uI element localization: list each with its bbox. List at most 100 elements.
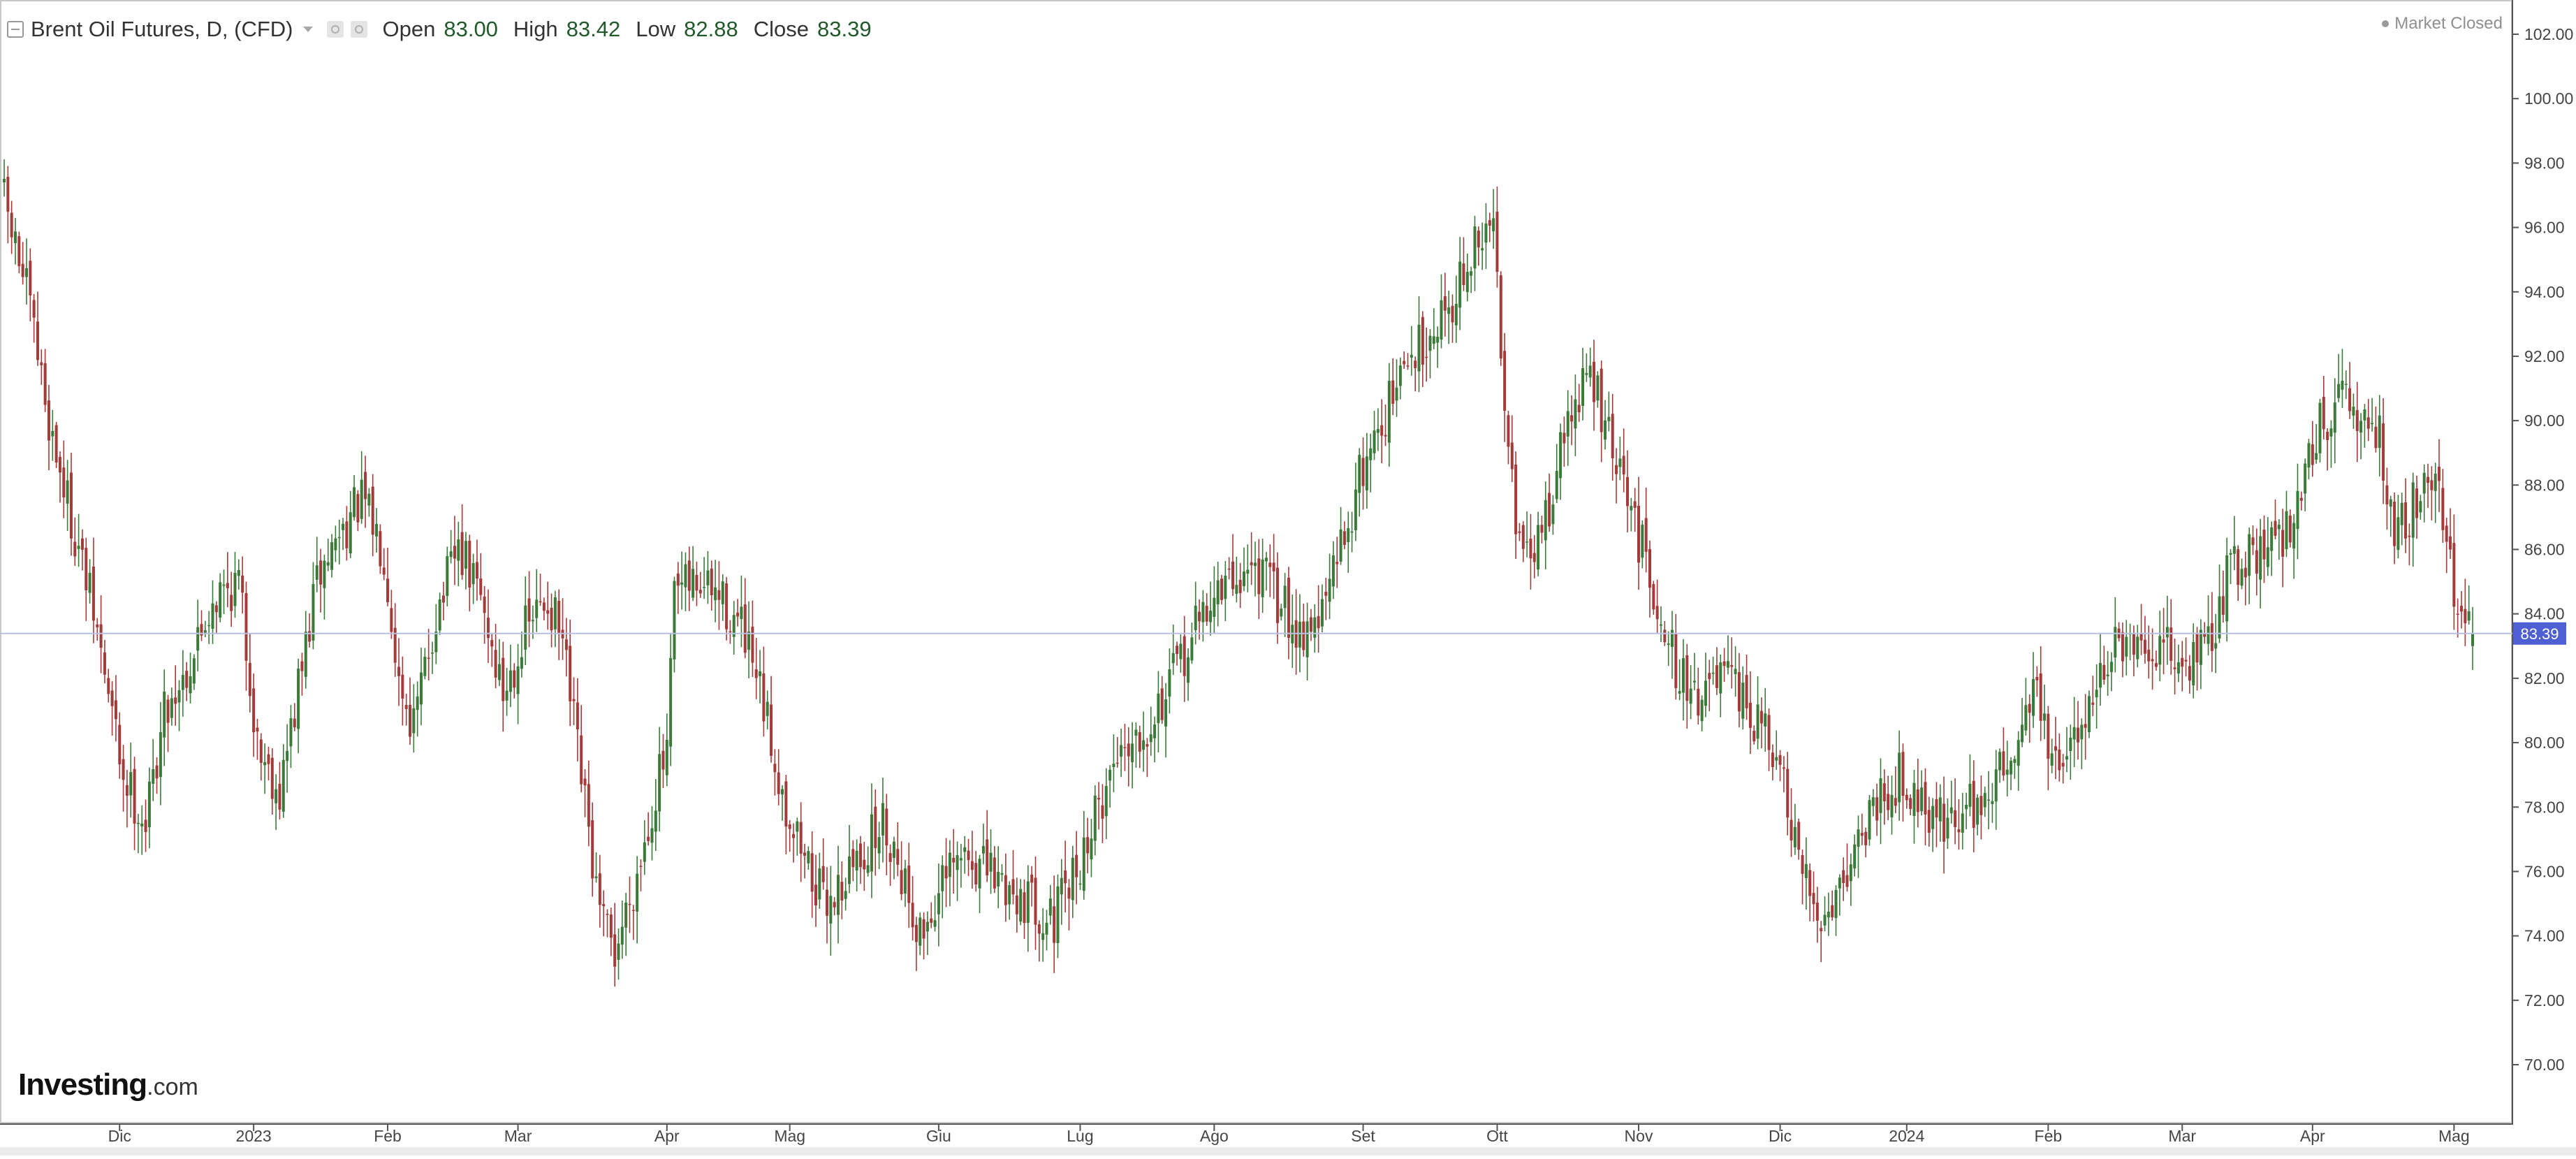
candle-body bbox=[967, 850, 970, 861]
candle-body bbox=[2184, 659, 2188, 662]
candle-body bbox=[2400, 502, 2403, 525]
candle-body bbox=[2240, 569, 2244, 586]
candle-body bbox=[1149, 734, 1152, 743]
visibility-icon[interactable] bbox=[326, 21, 344, 38]
candle-body bbox=[122, 759, 125, 780]
candle-body bbox=[941, 865, 944, 891]
candle-body bbox=[2095, 690, 2098, 698]
candle-body bbox=[1331, 555, 1335, 587]
candle-body bbox=[275, 789, 278, 803]
candle-body bbox=[539, 601, 542, 603]
candle-body bbox=[680, 582, 684, 585]
candle-body bbox=[1123, 747, 1127, 748]
candle-body bbox=[1674, 633, 1678, 688]
candle-body bbox=[732, 615, 736, 637]
time-tick-label: Set bbox=[1351, 1127, 1375, 1145]
candle-body bbox=[691, 569, 695, 598]
candle-body bbox=[475, 562, 478, 579]
candle-body bbox=[43, 363, 47, 405]
candle-body bbox=[2087, 696, 2091, 733]
candle-body bbox=[1887, 794, 1890, 810]
candle-body bbox=[1358, 455, 1361, 493]
candle-body bbox=[2333, 402, 2336, 433]
market-status: Market Closed bbox=[2382, 14, 2503, 34]
candle-body bbox=[1633, 501, 1637, 508]
chevron-down-icon[interactable] bbox=[302, 27, 313, 32]
candle-body bbox=[1931, 806, 1935, 829]
candle-body bbox=[866, 865, 870, 873]
candle-body bbox=[2296, 490, 2299, 530]
candle-body bbox=[345, 521, 349, 548]
candle-body bbox=[2348, 388, 2352, 411]
candle-body bbox=[863, 859, 866, 870]
candle-body bbox=[281, 759, 285, 812]
candle-body bbox=[1183, 636, 1186, 676]
candle-body bbox=[174, 697, 177, 704]
collapse-icon[interactable] bbox=[7, 21, 24, 38]
candle-body bbox=[2419, 501, 2422, 513]
candle-body bbox=[821, 866, 825, 882]
settings-icon[interactable] bbox=[350, 21, 367, 38]
candle-body bbox=[1812, 893, 1815, 905]
candle-body bbox=[2151, 659, 2154, 662]
candle-body bbox=[1365, 456, 1368, 491]
candle-body bbox=[356, 494, 360, 523]
candle-body bbox=[2304, 463, 2307, 494]
candle-body bbox=[1711, 672, 1715, 674]
candle-body bbox=[792, 833, 796, 838]
candle-body bbox=[922, 919, 925, 939]
market-status-label: Market Closed bbox=[2394, 14, 2503, 33]
candle-body bbox=[1935, 799, 1938, 818]
candle-body bbox=[1741, 683, 1745, 719]
candle-body bbox=[1492, 218, 1495, 232]
candle-body bbox=[1752, 731, 1756, 742]
candle-body bbox=[1179, 643, 1183, 659]
candle-body bbox=[1532, 553, 1536, 562]
candle-body bbox=[1302, 621, 1305, 650]
candle-body bbox=[531, 620, 534, 622]
candle-body bbox=[2158, 636, 2162, 665]
candle-body bbox=[1127, 743, 1130, 757]
candle-body bbox=[1376, 429, 1380, 433]
candle-body bbox=[2460, 606, 2464, 612]
bottom-scroll-strip[interactable] bbox=[0, 1147, 2576, 1156]
candle-body bbox=[2181, 657, 2184, 667]
candle-body bbox=[840, 882, 844, 901]
candle-body bbox=[721, 581, 724, 604]
candle-body bbox=[1965, 805, 1968, 810]
candle-body bbox=[77, 546, 80, 549]
candle-body bbox=[1820, 928, 1823, 932]
candle-body bbox=[1708, 673, 1711, 680]
candle-body bbox=[1775, 757, 1778, 761]
candle-body bbox=[673, 581, 676, 659]
candle-body bbox=[114, 700, 117, 720]
candle-body bbox=[948, 852, 951, 877]
candle-body bbox=[1484, 223, 1488, 243]
candle-body bbox=[978, 859, 981, 889]
candle-body bbox=[2344, 384, 2348, 385]
current-price-label: 83.39 bbox=[2520, 625, 2559, 643]
candle-body bbox=[1488, 220, 1491, 226]
candle-body bbox=[1834, 889, 1838, 918]
candle-body bbox=[1976, 797, 1979, 825]
chart-header: Brent Oil Futures, D, (CFD) Open 83.00 H… bbox=[7, 10, 872, 49]
candle-body bbox=[1961, 813, 1964, 833]
price-tick-label: 78.00 bbox=[2524, 798, 2565, 816]
candle-body bbox=[598, 873, 601, 905]
candle-body bbox=[409, 704, 412, 737]
instrument-title[interactable]: Brent Oil Futures, D, (CFD) bbox=[31, 17, 293, 41]
candle-body bbox=[1000, 873, 1004, 875]
candle-body bbox=[155, 765, 159, 779]
candle-body bbox=[214, 605, 218, 613]
candle-body bbox=[803, 852, 807, 856]
candle-body bbox=[553, 597, 557, 629]
candle-body bbox=[2251, 537, 2255, 546]
candle-body bbox=[2427, 476, 2430, 483]
candle-body bbox=[2244, 567, 2247, 578]
candle-body bbox=[1120, 745, 1123, 757]
time-tick-label: Nov bbox=[1625, 1127, 1653, 1145]
candle-body bbox=[200, 624, 203, 636]
candle-body bbox=[1078, 883, 1082, 885]
